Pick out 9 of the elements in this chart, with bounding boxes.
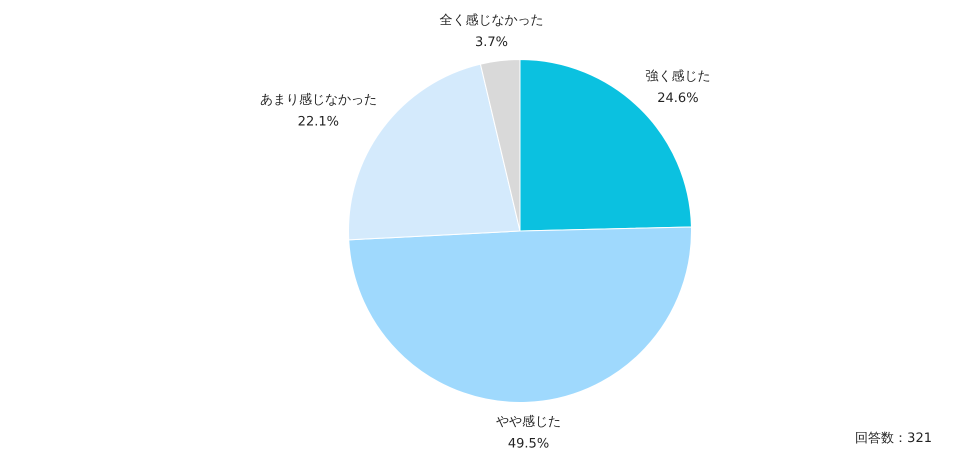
data-label: 3.7% <box>474 35 508 50</box>
text: 回答数：321 <box>855 430 932 447</box>
slice-label: 全く感じなかった <box>440 13 544 28</box>
data-label: 49.5% <box>508 436 550 452</box>
data-label: 22.1% <box>298 114 339 130</box>
slice-label: 強く感じた <box>645 69 710 84</box>
slice-label: やや感じた <box>496 414 562 430</box>
data-label: 24.6% <box>657 91 699 106</box>
slice-label: あまり感じなかった <box>260 92 377 108</box>
